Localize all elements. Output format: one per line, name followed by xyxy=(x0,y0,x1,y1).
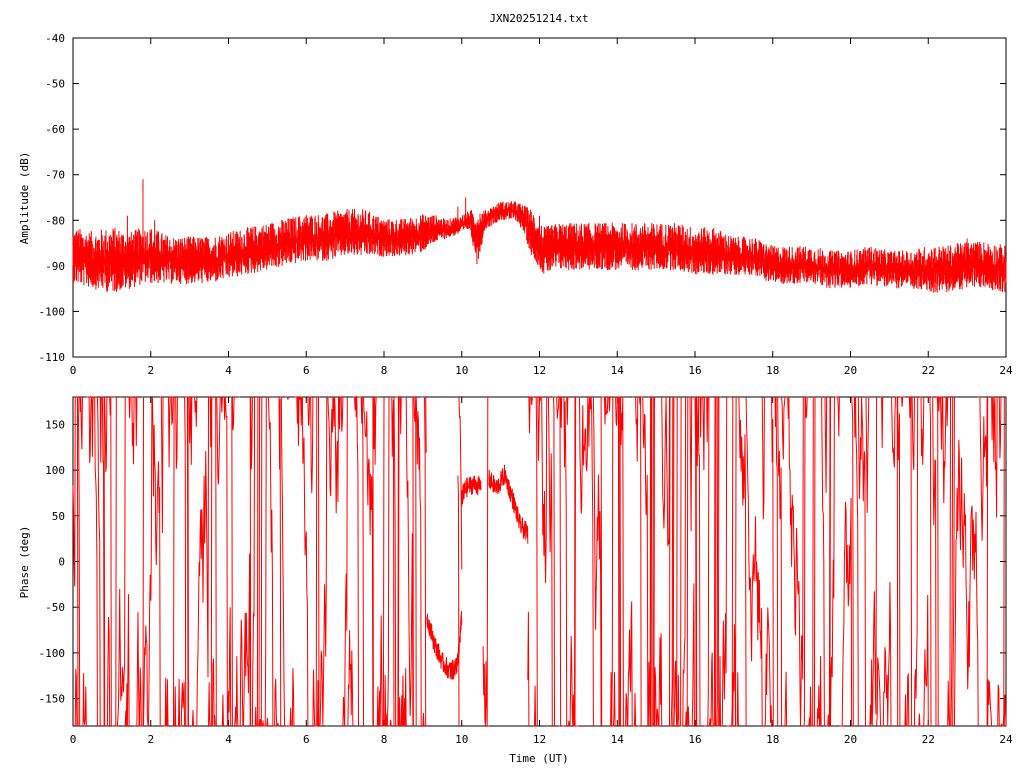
x-tick-label: 10 xyxy=(455,733,468,746)
x-tick-label: 14 xyxy=(611,364,625,377)
amplitude-axes: 0 2 4 6 8 10 12 14 16 18 20 22 24-40-50-60-70-80-90-… xyxy=(39,32,1013,377)
y-tick-label: -40 xyxy=(45,32,65,45)
phase-series xyxy=(72,395,1007,727)
phase-trace-smooth xyxy=(426,610,463,680)
phase-trace xyxy=(72,395,1007,727)
y-tick-label: 100 xyxy=(45,464,65,477)
y-tick-label: -100 xyxy=(39,647,66,660)
x-axis-label: Time (UT) xyxy=(509,752,569,765)
x-tick-label: 0 xyxy=(70,364,77,377)
y-tick-label: -50 xyxy=(45,78,65,91)
x-tick-label: 4 xyxy=(225,364,232,377)
x-tick-label: 14 xyxy=(611,733,625,746)
x-tick-label: 8 xyxy=(381,364,388,377)
x-tick-label: 24 xyxy=(999,364,1013,377)
y-tick-label: -90 xyxy=(45,260,65,273)
x-tick-label: 4 xyxy=(225,733,232,746)
x-tick-label: 20 xyxy=(844,733,857,746)
amplitude-series xyxy=(72,179,1007,293)
y-tick-label: -50 xyxy=(45,601,65,614)
x-tick-label: 12 xyxy=(533,733,546,746)
x-tick-label: 6 xyxy=(303,733,310,746)
y-tick-label: -80 xyxy=(45,214,65,227)
x-tick-label: 16 xyxy=(688,733,701,746)
x-tick-label: 0 xyxy=(70,733,77,746)
y-tick-label: -110 xyxy=(39,351,66,364)
chart-title: JXN20251214.txt xyxy=(489,12,588,25)
y-tick-label: -60 xyxy=(45,123,65,136)
x-tick-label: 24 xyxy=(999,733,1013,746)
phase-trace-smooth xyxy=(461,475,482,507)
amplitude-plot-frame xyxy=(72,37,1007,358)
phase-trace-smooth xyxy=(488,464,529,544)
x-tick-label: 18 xyxy=(766,364,779,377)
y-tick-label: -100 xyxy=(39,305,66,318)
x-tick-label: 22 xyxy=(922,733,935,746)
y-tick-label: 0 xyxy=(58,556,65,569)
x-tick-label: 2 xyxy=(147,364,154,377)
amplitude-trace xyxy=(72,201,1007,293)
x-tick-label: 8 xyxy=(381,733,388,746)
x-tick-label: 10 xyxy=(455,364,468,377)
x-tick-label: 18 xyxy=(766,733,779,746)
x-tick-label: 6 xyxy=(303,364,310,377)
x-tick-label: 2 xyxy=(147,733,154,746)
phase-y-axis-label: Phase (deg) xyxy=(18,526,31,599)
y-tick-label: -70 xyxy=(45,169,65,182)
x-tick-label: 20 xyxy=(844,364,857,377)
phase-axes: 0 2 4 6 8 10 12 14 16 18 20 22 24150100500-50-100-15… xyxy=(39,397,1013,746)
x-tick-label: 12 xyxy=(533,364,546,377)
y-tick-label: -150 xyxy=(39,693,66,706)
amplitude-y-axis-label: Amplitude (dB) xyxy=(18,152,31,245)
x-tick-label: 22 xyxy=(922,364,935,377)
x-tick-label: 16 xyxy=(688,364,701,377)
y-tick-label: 150 xyxy=(45,418,65,431)
y-tick-label: 50 xyxy=(52,510,65,523)
